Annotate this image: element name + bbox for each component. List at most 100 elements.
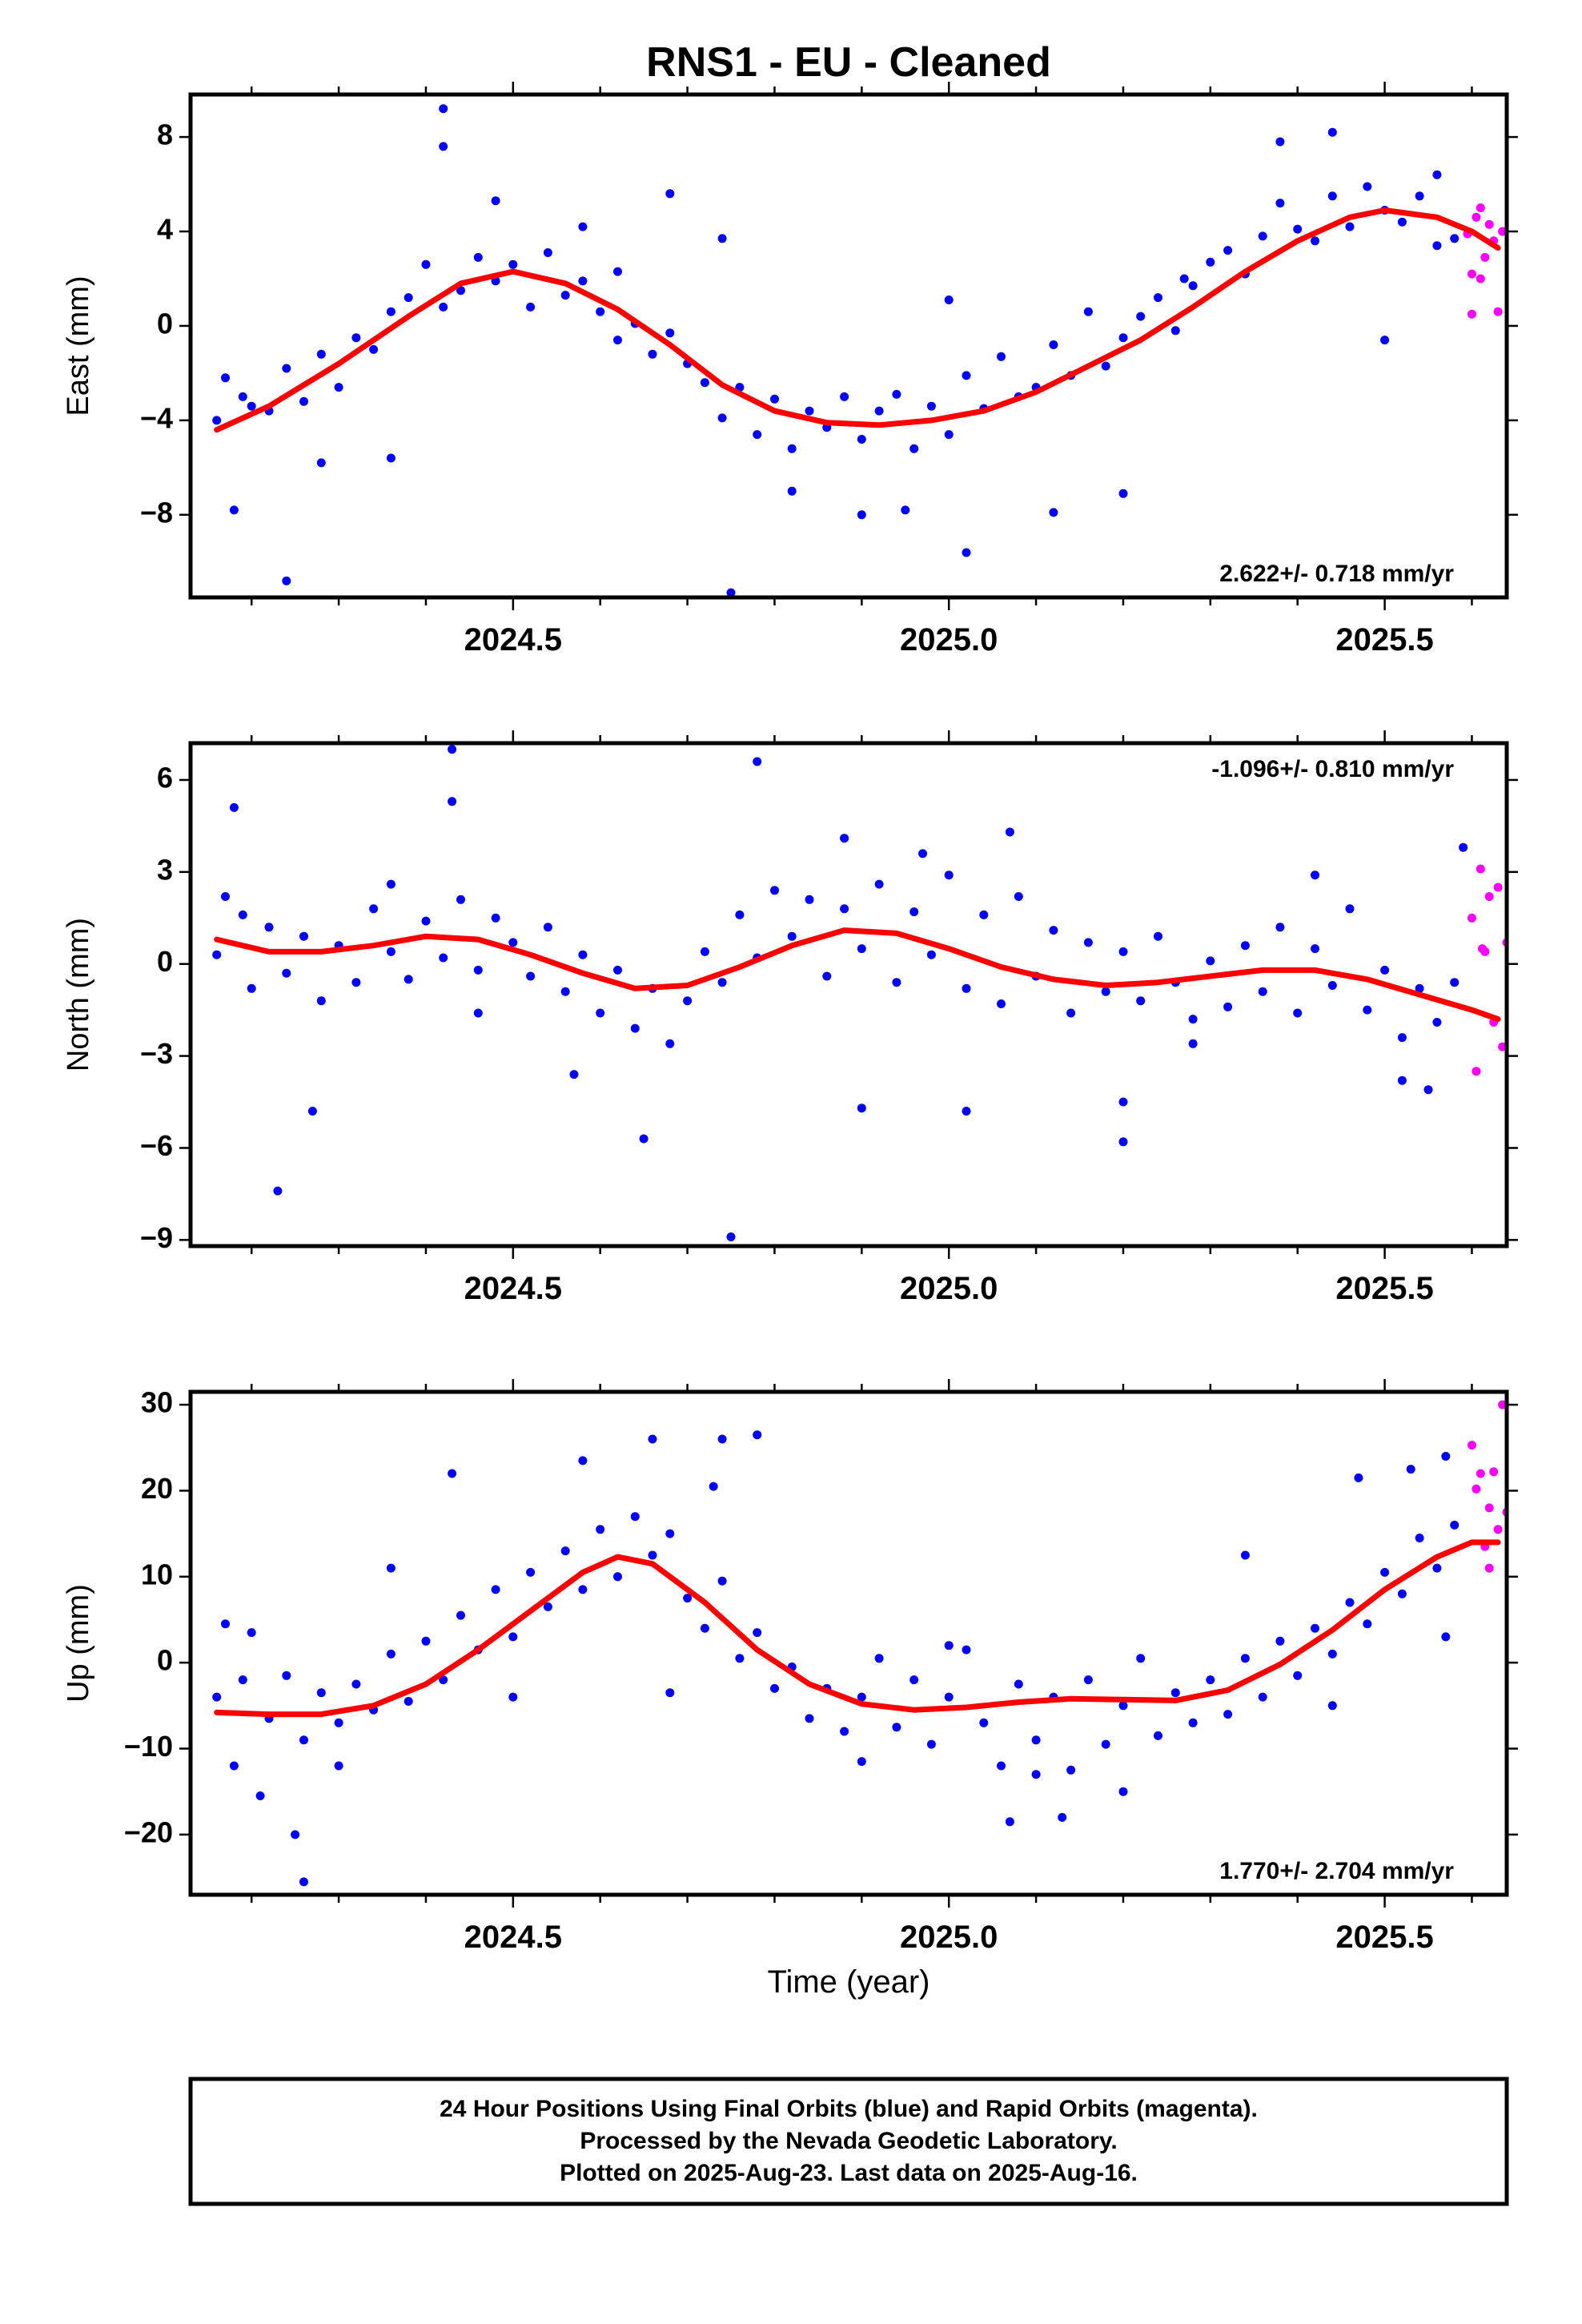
final-orbit-point (1188, 1718, 1198, 1727)
y-axis-label: East (mm) (62, 275, 95, 416)
final-orbit-point (962, 371, 971, 380)
final-orbit-point (282, 968, 291, 978)
final-orbit-point (1049, 926, 1058, 935)
final-orbit-point (543, 923, 552, 932)
final-orbit-point (1423, 1085, 1433, 1095)
final-orbit-point (1223, 1710, 1233, 1719)
final-orbit-point (787, 444, 797, 453)
final-orbit-point (334, 1761, 343, 1771)
final-orbit-point (1327, 1649, 1337, 1659)
final-orbit-point (1327, 1701, 1337, 1711)
final-orbit-point (1154, 1731, 1162, 1740)
final-orbit-point (1459, 842, 1468, 852)
final-orbit-point (1432, 241, 1442, 251)
final-orbit-point (1206, 956, 1215, 966)
final-orbit-point (386, 307, 396, 316)
final-orbit-point (822, 971, 832, 981)
final-orbit-point (700, 378, 709, 388)
final-orbit-point (683, 1594, 693, 1603)
final-orbit-point (508, 1632, 518, 1642)
final-orbit-point (386, 947, 396, 956)
rapid-orbit-point (1484, 219, 1494, 229)
final-orbit-point (753, 430, 762, 440)
rapid-orbit-point (1493, 1525, 1503, 1534)
x-tick-label: 2025.5 (1335, 622, 1433, 657)
final-orbit-point (1118, 947, 1128, 956)
rapid-orbit-point (1493, 883, 1503, 892)
final-orbit-point (247, 1628, 256, 1638)
final-orbit-point (351, 978, 361, 987)
final-orbit-point (1240, 941, 1250, 951)
final-orbit-point (439, 302, 448, 312)
final-orbit-point (1049, 340, 1058, 349)
final-orbit-point (334, 1718, 343, 1727)
y-tick-label: 10 (141, 1558, 173, 1590)
rapid-orbit-point (1476, 274, 1485, 283)
final-orbit-point (386, 1649, 396, 1659)
final-orbit-point (439, 142, 448, 151)
final-orbit-point (753, 1430, 762, 1440)
final-orbit-point (1101, 987, 1110, 996)
final-orbit-point (1101, 361, 1110, 371)
final-orbit-point (1432, 170, 1442, 179)
y-tick-label: 0 (157, 1644, 173, 1677)
final-orbit-point (613, 267, 622, 276)
y-tick-label: 3 (157, 853, 173, 886)
panel-north: −9 −6 −3 0 3 6 2024.5 2025.0 2025.5 North (mm) -1.… (62, 730, 1518, 1306)
final-orbit-point (299, 1877, 308, 1887)
final-orbit-point (1136, 996, 1146, 1006)
final-orbit-point (491, 1585, 500, 1594)
final-orbit-point (1432, 1563, 1442, 1573)
y-tick-label: −8 (140, 496, 173, 529)
final-orbit-point (909, 1675, 919, 1685)
final-orbit-point (1188, 1039, 1198, 1048)
final-orbit-point (1240, 1654, 1250, 1663)
y-tick-label: 8 (157, 119, 173, 151)
caption-line-3: Plotted on 2025-Aug-23. Last data on 202… (560, 2160, 1138, 2186)
final-orbit-point (255, 1791, 265, 1800)
final-orbit-point (770, 886, 779, 895)
final-orbit-point (229, 1761, 239, 1771)
final-orbit-point (1118, 1701, 1128, 1711)
final-orbit-point (726, 588, 736, 597)
rapid-orbit-point (1498, 1042, 1507, 1051)
final-orbit-point (1363, 1005, 1372, 1015)
x-tick-label: 2024.5 (464, 1271, 562, 1306)
final-orbit-point (316, 349, 326, 359)
rapid-orbit-point (1493, 307, 1503, 316)
final-orbit-point (665, 328, 675, 338)
final-orbit-point (238, 392, 247, 401)
final-orbit-point (578, 276, 588, 286)
final-orbit-point (1170, 1688, 1180, 1698)
final-orbit-point (1327, 981, 1337, 990)
final-orbit-point (1275, 1636, 1285, 1646)
final-orbit-point (1450, 978, 1460, 987)
x-tick-label: 2024.5 (464, 1920, 562, 1955)
panel-east: −8 −4 0 4 8 2024.5 2025.0 2025.5 East (mm) 2.622+… (62, 82, 1518, 657)
final-orbit-point (1258, 231, 1267, 241)
final-orbit-point (926, 401, 936, 411)
final-orbit-point (334, 383, 343, 392)
final-orbit-point (1014, 1679, 1023, 1689)
final-orbit-point (473, 252, 483, 262)
final-orbit-point (404, 975, 413, 984)
plot-frame (188, 92, 1509, 600)
final-orbit-point (753, 1628, 762, 1638)
final-orbit-point (944, 1641, 954, 1651)
final-orbit-point (351, 1679, 361, 1689)
final-orbit-point (1154, 293, 1162, 303)
final-orbit-point (1406, 1465, 1415, 1474)
rapid-orbit-point (1484, 892, 1494, 901)
final-orbit-point (717, 413, 727, 423)
final-orbit-point (630, 1023, 640, 1033)
final-orbit-point (1258, 987, 1267, 996)
final-orbit-point (892, 978, 901, 987)
final-orbit-point (526, 302, 536, 312)
final-orbit-point (1188, 1015, 1198, 1024)
final-orbit-point (221, 1619, 230, 1629)
final-orbit-point (909, 444, 919, 453)
final-orbit-point (787, 486, 797, 496)
final-orbit-point (1293, 224, 1303, 234)
final-orbit-point (1240, 1550, 1250, 1560)
rapid-orbit-point (1498, 227, 1507, 236)
